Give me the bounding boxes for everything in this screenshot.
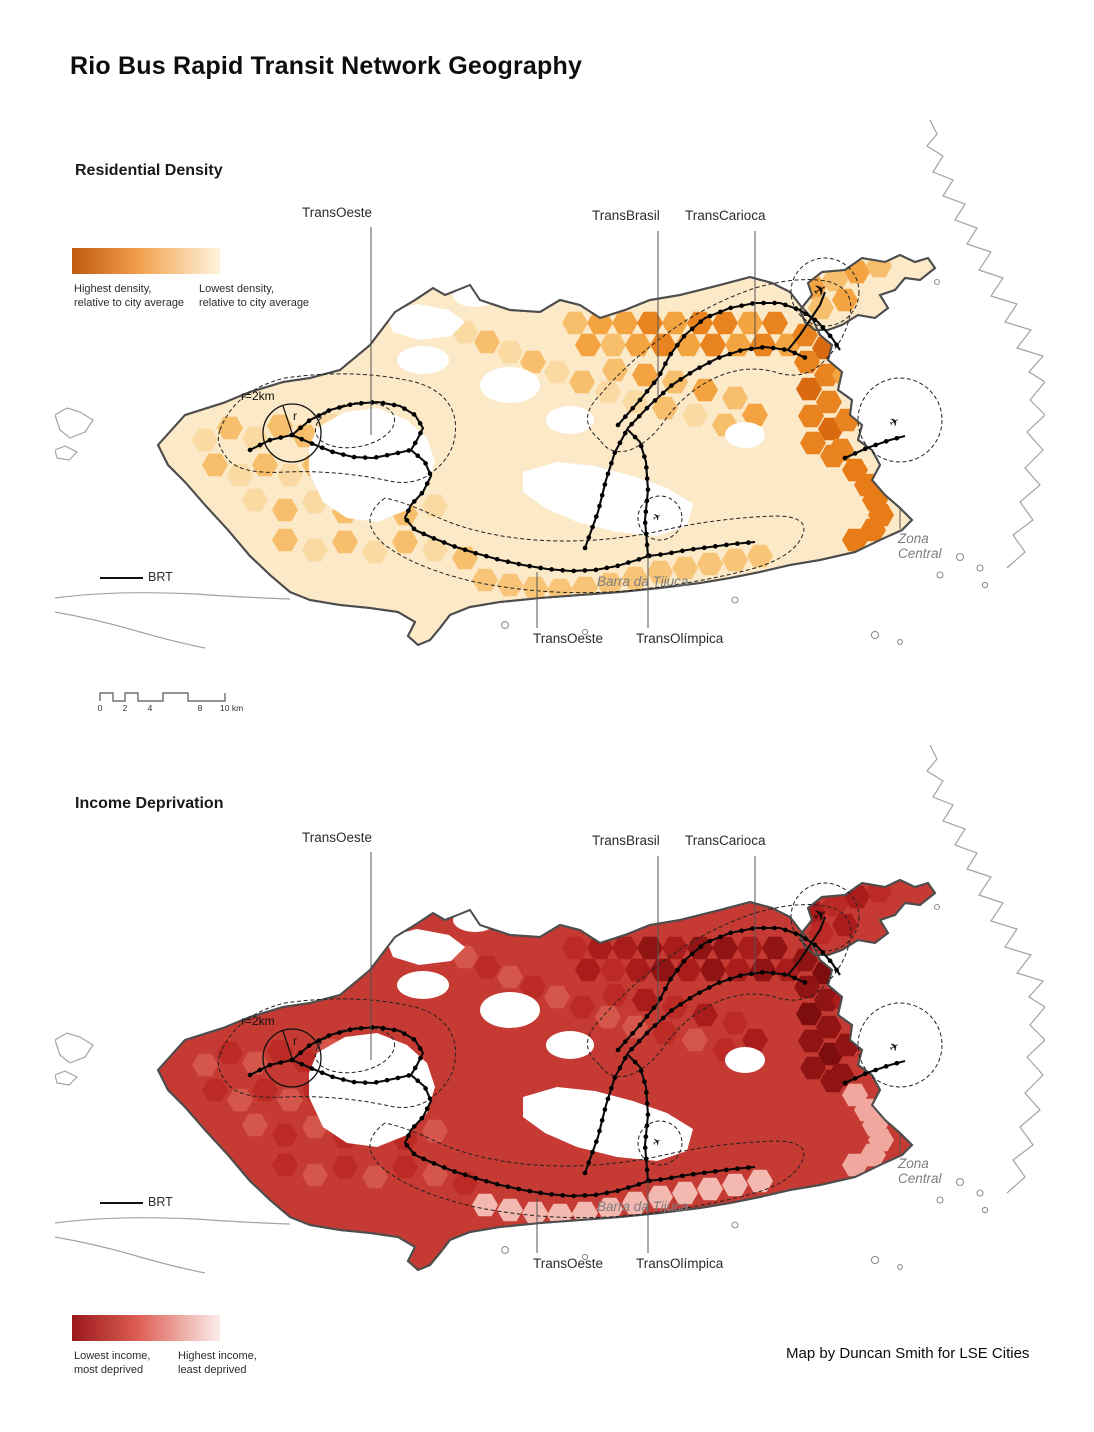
transolimpica-label-2: TransOlímpica xyxy=(636,1256,724,1271)
transoeste-label-bottom-1: TransOeste xyxy=(533,631,604,646)
income-legend-low-label: Highest income, least deprived xyxy=(178,1350,257,1377)
barra-da-tijuca-label-1: Barra da Tijuca xyxy=(597,574,689,589)
brt-legend-line-1 xyxy=(100,577,143,579)
zona-central-label-2: Zona Central xyxy=(898,1156,942,1186)
scale-tick-8: 8 xyxy=(198,703,203,713)
density-legend-high-label: Highest density, relative to city averag… xyxy=(74,283,185,310)
scale-bar: 0 2 4 8 10 km xyxy=(98,692,243,713)
income-deprivation-map xyxy=(55,745,1045,1297)
transoeste-label-top-1: TransOeste xyxy=(302,205,373,220)
residential-density-map xyxy=(55,120,1045,672)
scale-tick-10: 10 km xyxy=(220,703,243,713)
transbrasil-label-1: TransBrasil xyxy=(592,208,660,223)
density-map-heading: Residential Density xyxy=(75,162,223,179)
income-legend-high-label: Lowest income, most deprived xyxy=(74,1350,151,1377)
scale-tick-4: 4 xyxy=(148,703,153,713)
density-legend-low-label: Lowest density, relative to city average xyxy=(199,283,310,310)
page-title: Rio Bus Rapid Transit Network Geography xyxy=(70,52,583,80)
transbrasil-label-2: TransBrasil xyxy=(592,833,660,848)
transolimpica-label-1: TransOlímpica xyxy=(636,631,724,646)
brt-legend-label-2: BRT xyxy=(148,1195,173,1209)
scale-tick-0: 0 xyxy=(98,703,103,713)
transoeste-label-bottom-2: TransOeste xyxy=(533,1256,604,1271)
scale-tick-2: 2 xyxy=(123,703,128,713)
transcarioca-label-1: TransCarioca xyxy=(685,208,766,223)
transoeste-label-top-2: TransOeste xyxy=(302,830,373,845)
brt-legend-line-2 xyxy=(100,1202,143,1204)
barra-da-tijuca-label-2: Barra da Tijuca xyxy=(597,1199,689,1214)
density-legend-gradient xyxy=(72,248,220,274)
transcarioca-label-2: TransCarioca xyxy=(685,833,766,848)
income-map-heading: Income Deprivation xyxy=(75,795,224,812)
brt-legend-label-1: BRT xyxy=(148,570,173,584)
map-credit: Map by Duncan Smith for LSE Cities xyxy=(786,1345,1030,1362)
income-legend-gradient xyxy=(72,1315,220,1341)
zona-central-label-1: Zona Central xyxy=(898,531,942,561)
